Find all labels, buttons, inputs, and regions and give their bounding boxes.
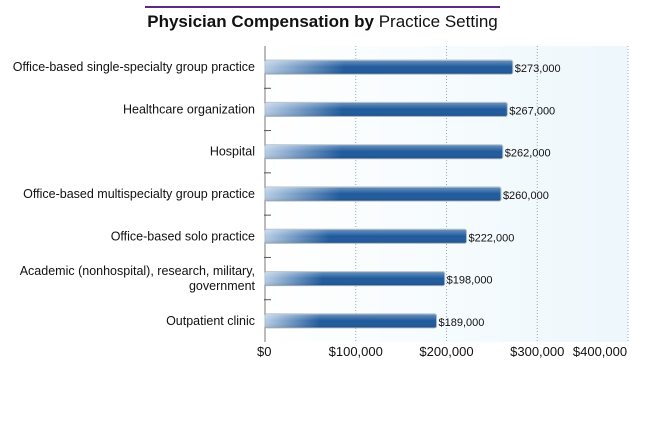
- value-label: $260,000: [503, 190, 549, 202]
- value-label: $273,000: [515, 63, 561, 75]
- category-label: Hospital: [210, 145, 255, 159]
- bar-shine: [265, 313, 437, 328]
- x-tick-label: $100,000: [329, 344, 383, 359]
- value-label: $262,000: [505, 148, 551, 160]
- title-bold: Physician Compensation by: [147, 12, 374, 31]
- value-label: $198,000: [447, 275, 493, 287]
- x-tick-label: $400,000: [573, 344, 627, 359]
- value-label: $222,000: [468, 232, 514, 244]
- value-label: $189,000: [439, 317, 485, 329]
- bar-shine: [265, 271, 445, 286]
- bar-shine: [265, 144, 503, 159]
- bar-shine: [265, 102, 508, 117]
- title-rest: Practice Setting: [378, 12, 498, 31]
- category-label: government: [189, 279, 256, 293]
- value-label: $267,000: [509, 105, 555, 117]
- x-tick-label: $0: [257, 344, 271, 359]
- category-label: Office-based single-specialty group prac…: [13, 60, 255, 74]
- category-label: Healthcare organization: [123, 102, 255, 116]
- bar-shine: [265, 60, 513, 75]
- category-label: Academic (nonhospital), research, milita…: [20, 264, 255, 278]
- category-label: Outpatient clinic: [166, 314, 255, 328]
- bar-shine: [265, 187, 501, 201]
- category-label: Office-based solo practice: [111, 229, 255, 243]
- x-tick-label: $300,000: [510, 344, 564, 359]
- chart-title: Physician Compensation by Practice Setti…: [145, 6, 500, 34]
- x-tick-label: $200,000: [419, 344, 473, 359]
- category-label: Office-based multispecialty group practi…: [23, 187, 255, 201]
- bar-shine: [265, 229, 467, 244]
